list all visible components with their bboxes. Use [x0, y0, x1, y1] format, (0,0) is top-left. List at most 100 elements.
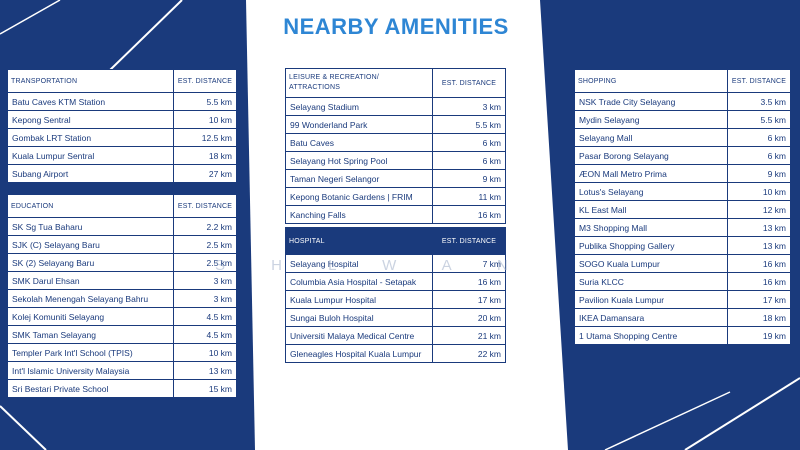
amenity-name: KL East Mall: [575, 200, 728, 219]
shopping-header: SHOPPING: [575, 70, 728, 93]
amenity-name: M3 Shopping Mall: [575, 218, 728, 237]
table-row: Batu Caves 6 km: [286, 133, 505, 152]
amenity-distance: 20 km: [432, 308, 505, 327]
amenity-name: Selayang Hot Spring Pool: [286, 151, 433, 170]
table-row: IKEA Damansara 18 km: [575, 308, 790, 327]
distance-header: EST. DISTANCE: [173, 70, 236, 93]
amenity-name: Gleneagles Hospital Kuala Lumpur: [290, 348, 422, 359]
table-row: Columbia Asia Hospital - Setapak 16 km: [286, 272, 505, 291]
amenity-name: Publika Shopping Gallery: [575, 236, 728, 255]
amenity-distance: 4.5 km: [173, 325, 236, 344]
amenity-name: NSK Trade City Selayang: [575, 92, 728, 111]
leisure-rows: Selayang Stadium 3 km 99 Wonderland Park 5.…: [286, 97, 505, 223]
distance-header: EST. DISTANCE: [727, 70, 790, 93]
table-row: Subang Airport 27 km: [8, 164, 236, 182]
education-header: EDUCATION: [8, 195, 174, 218]
amenity-distance: 13 km: [173, 361, 236, 380]
amenity-name: Templer Park Int'l School (TPIS): [8, 343, 174, 362]
amenity-name: SJK (C) Selayang Baru: [8, 235, 174, 254]
leisure-table: LEISURE & RECREATION/ ATTRACTIONS EST. D…: [285, 68, 506, 224]
table-row: Publika Shopping Gallery 13 km: [575, 236, 790, 255]
table-row: Lotus's Selayang 10 km: [575, 182, 790, 201]
amenity-distance: 19 km: [727, 326, 790, 344]
amenity-name: SMK Taman Selayang: [8, 325, 174, 344]
amenity-name: Subang Airport: [12, 168, 69, 179]
table-row: Templer Park Int'l School (TPIS) 10 km: [8, 343, 236, 362]
amenity-name: SOGO Kuala Lumpur: [575, 254, 728, 273]
table-row: ÆON Mall Metro Prima 9 km: [575, 164, 790, 183]
table-row: Batu Caves KTM Station 5.5 km: [8, 92, 236, 111]
distance-header: EST. DISTANCE: [173, 195, 236, 218]
amenity-name: Pavilion Kuala Lumpur: [575, 290, 728, 309]
table-row: SK Sg Tua Baharu 2.2 km: [8, 217, 236, 236]
amenity-name: Columbia Asia Hospital - Setapak: [286, 272, 433, 291]
table-row: KL East Mall 12 km: [575, 200, 790, 219]
amenity-name: SK (2) Selayang Baru: [8, 253, 174, 272]
amenity-name: Lotus's Selayang: [575, 182, 728, 201]
shopping-table: SHOPPING EST. DISTANCE NSK Trade City Se…: [574, 69, 791, 345]
amenity-name: Pasar Borong Selayang: [575, 146, 728, 165]
amenity-distance: 3 km: [173, 289, 236, 308]
amenity-distance: 7 km: [432, 254, 505, 273]
amenity-name: Gombak LRT Station: [8, 128, 174, 147]
amenity-distance: 4.5 km: [173, 307, 236, 326]
amenity-distance: 18 km: [173, 146, 236, 165]
table-row: Selayang Stadium 3 km: [286, 97, 505, 116]
amenity-distance: 5.5 km: [173, 92, 236, 111]
amenity-distance: 2.5 km: [173, 253, 236, 272]
amenity-distance: 6 km: [432, 151, 505, 170]
amenity-distance: 12 km: [727, 200, 790, 219]
table-row: Pavilion Kuala Lumpur 17 km: [575, 290, 790, 309]
amenity-distance: 17 km: [432, 290, 505, 309]
table-row: Int'l Islamic University Malaysia 13 km: [8, 361, 236, 380]
amenity-distance: 10 km: [173, 110, 236, 129]
table-row: SMK Taman Selayang 4.5 km: [8, 325, 236, 344]
amenity-name: Kepong Botanic Gardens | FRIM: [286, 187, 433, 206]
amenity-name: Mydin Selayang: [575, 110, 728, 129]
transportation-rows: Batu Caves KTM Station 5.5 km Kepong Sentr…: [8, 92, 236, 182]
table-row: Kepong Sentral 10 km: [8, 110, 236, 129]
amenity-distance: 27 km: [173, 164, 236, 182]
table-row: Sungai Buloh Hospital 20 km: [286, 308, 505, 327]
amenity-distance: 5.5 km: [432, 115, 505, 134]
amenity-name: Selayang Stadium: [286, 97, 433, 116]
table-row: SJK (C) Selayang Baru 2.5 km: [8, 235, 236, 254]
amenity-distance: 6 km: [727, 146, 790, 165]
leisure-header: LEISURE & RECREATION/ ATTRACTIONS: [286, 69, 433, 98]
amenity-name: Batu Caves: [286, 133, 433, 152]
hospital-table: HOSPITAL EST. DISTANCE Selayang Hospital…: [285, 227, 506, 363]
table-row: Sri Bestari Private School 15 km: [8, 379, 236, 397]
amenity-name: Sri Bestari Private School: [12, 383, 109, 394]
table-row: Selayang Hot Spring Pool 6 km: [286, 151, 505, 170]
amenity-distance: 5.5 km: [727, 110, 790, 129]
amenity-name: Selayang Hospital: [286, 254, 433, 273]
amenity-distance: 11 km: [432, 187, 505, 206]
table-row: SOGO Kuala Lumpur 16 km: [575, 254, 790, 273]
amenity-name: Kuala Lumpur Hospital: [286, 290, 433, 309]
table-row: Selayang Hospital 7 km: [286, 254, 505, 273]
amenity-distance: 22 km: [432, 344, 505, 362]
amenity-distance: 21 km: [432, 326, 505, 345]
table-row: Kuala Lumpur Hospital 17 km: [286, 290, 505, 309]
amenity-name: Selayang Mall: [575, 128, 728, 147]
amenity-name: SK Sg Tua Baharu: [8, 217, 174, 236]
amenity-name: 99 Wonderland Park: [286, 115, 433, 134]
amenity-name: Kolej Komuniti Selayang: [8, 307, 174, 326]
amenity-distance: 16 km: [727, 272, 790, 291]
amenity-distance: 6 km: [432, 133, 505, 152]
amenity-distance: 3 km: [432, 97, 505, 116]
table-row: Suria KLCC 16 km: [575, 272, 790, 291]
table-row: Selayang Mall 6 km: [575, 128, 790, 147]
transportation-table: TRANSPORTATION EST. DISTANCE Batu Caves …: [7, 69, 237, 183]
amenity-name: Taman Negeri Selangor: [286, 169, 433, 188]
table-row: Universiti Malaya Medical Centre 21 km: [286, 326, 505, 345]
amenity-name: Sungai Buloh Hospital: [286, 308, 433, 327]
watermark-text: S H L W A N: [215, 257, 529, 274]
table-row: Taman Negeri Selangor 9 km: [286, 169, 505, 188]
amenity-name: Universiti Malaya Medical Centre: [286, 326, 433, 345]
amenity-name: SMK Darul Ehsan: [8, 271, 174, 290]
table-row: Kepong Botanic Gardens | FRIM 11 km: [286, 187, 505, 206]
table-row: Gleneagles Hospital Kuala Lumpur 22 km: [286, 344, 505, 362]
transportation-header: TRANSPORTATION: [8, 70, 174, 93]
shopping-rows: NSK Trade City Selayang 3.5 km Mydin Selay…: [575, 92, 790, 344]
